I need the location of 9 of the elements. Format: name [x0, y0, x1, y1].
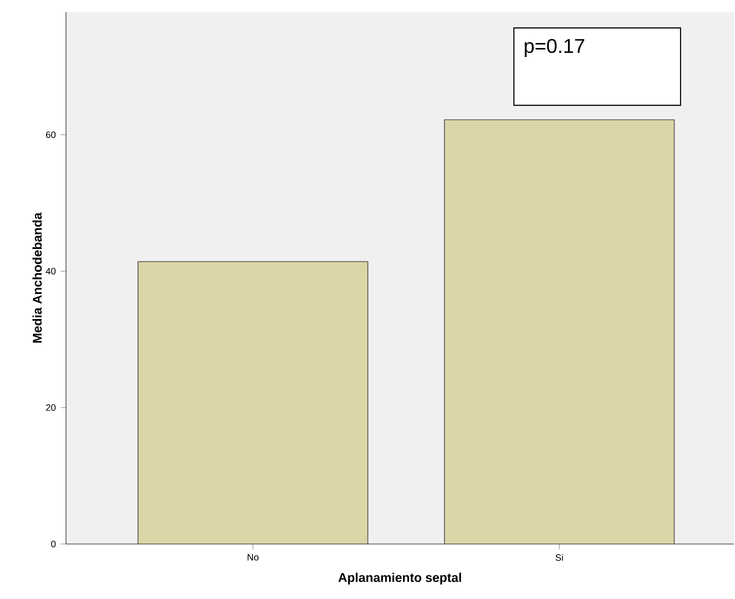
y-tick-label: 40 [46, 268, 56, 274]
x-tick-label: No [248, 554, 258, 561]
x-tick-label: Si [556, 554, 563, 561]
y-tick-label: 0 [51, 540, 56, 548]
y-axis-title: Media Anchodebanda [32, 212, 42, 343]
y-tick-label: 20 [46, 404, 56, 411]
annotation: p=0.17 [524, 38, 584, 57]
x-axis-title: Aplanamiento septal [338, 572, 462, 585]
y-tick-label: 60 [46, 131, 56, 138]
